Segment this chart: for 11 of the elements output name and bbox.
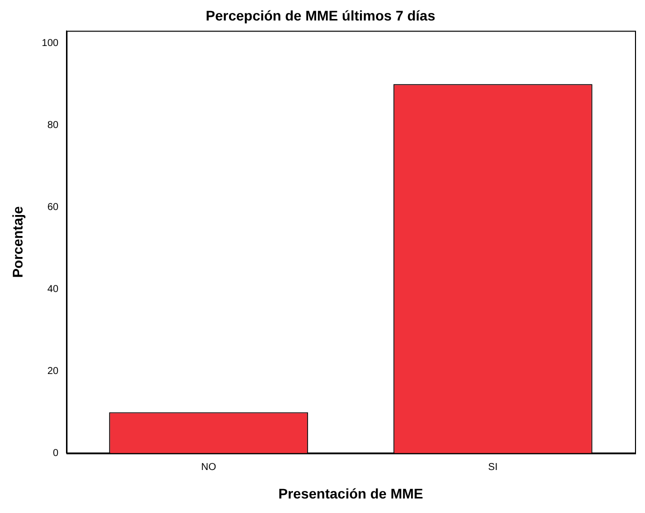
y-tick-label: 60 — [47, 202, 59, 213]
x-tick-label: NO — [201, 462, 216, 473]
y-tick-label: 20 — [47, 366, 59, 377]
y-tick-label: 80 — [47, 120, 59, 131]
y-tick-label: 0 — [52, 448, 59, 459]
chart-title: Percepción de MME últimos 7 días — [206, 7, 436, 24]
x-tick-label: SI — [488, 462, 498, 473]
y-tick-label: 40 — [47, 284, 59, 295]
y-tick-label: 100 — [42, 38, 59, 49]
x-axis-title: Presentación de MME — [278, 485, 424, 502]
y-axis-title: Porcentaje — [9, 206, 26, 278]
